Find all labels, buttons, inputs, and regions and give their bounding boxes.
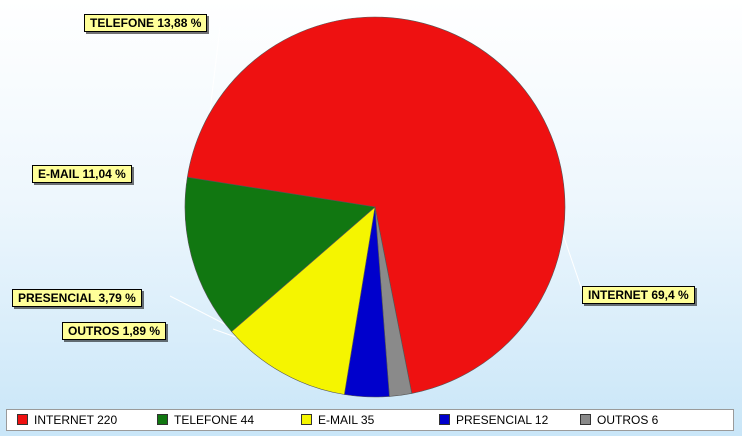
legend-swatch-internet: [17, 414, 28, 425]
legend: INTERNET 220 TELEFONE 44 E-MAIL 35 PRESE…: [6, 409, 734, 431]
pie-slice-telefone: [184, 176, 376, 332]
legend-label-presencial: PRESENCIAL 12: [456, 413, 549, 427]
pie-slice-internet: [186, 16, 566, 394]
legend-label-outros: OUTROS 6: [597, 413, 659, 427]
label-presencial: PRESENCIAL 3,79 %: [12, 289, 142, 307]
legend-swatch-presencial: [439, 414, 450, 425]
legend-item-email: E-MAIL 35: [301, 413, 374, 427]
pie-slice-email: [231, 206, 376, 395]
legend-label-internet: INTERNET 220: [34, 413, 118, 427]
legend-swatch-outros: [580, 414, 591, 425]
legend-swatch-telefone: [157, 414, 168, 425]
label-telefone: TELEFONE 13,88 %: [84, 14, 208, 32]
legend-label-email: E-MAIL 35: [318, 413, 375, 427]
legend-item-presencial: PRESENCIAL 12: [439, 413, 548, 427]
legend-label-telefone: TELEFONE 44: [174, 413, 255, 427]
pie-slices: [184, 16, 566, 398]
label-outros: OUTROS 1,89 %: [62, 322, 167, 340]
legend-item-telefone: TELEFONE 44: [157, 413, 254, 427]
legend-swatch-email: [301, 414, 312, 425]
legend-item-internet: INTERNET 220: [17, 413, 117, 427]
label-email: E-MAIL 11,04 %: [32, 165, 132, 183]
label-internet: INTERNET 69,4 %: [582, 286, 695, 304]
legend-item-outros: OUTROS 6: [580, 413, 658, 427]
